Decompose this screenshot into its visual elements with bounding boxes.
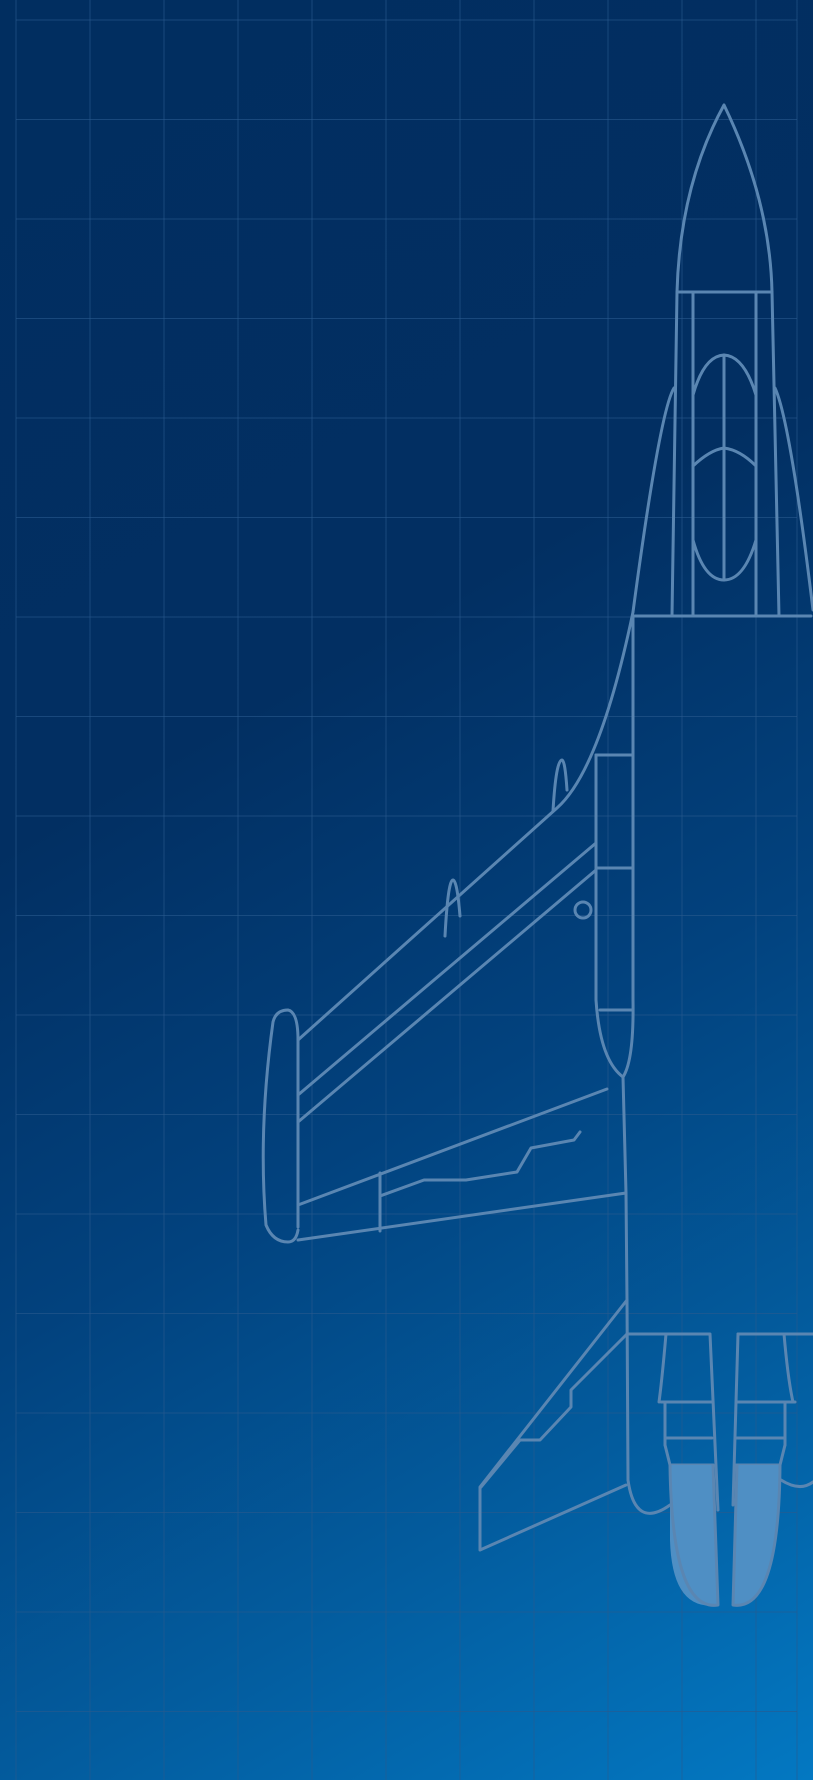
engine-nozzles — [626, 1332, 813, 1515]
upper-capsule — [670, 290, 781, 618]
exhaust-flame — [668, 1463, 782, 1607]
side-fairing — [631, 386, 813, 614]
main-body — [573, 614, 813, 1079]
nose-cone — [675, 103, 774, 294]
swept-wing — [261, 610, 635, 1244]
lower-body — [478, 1075, 633, 1552]
